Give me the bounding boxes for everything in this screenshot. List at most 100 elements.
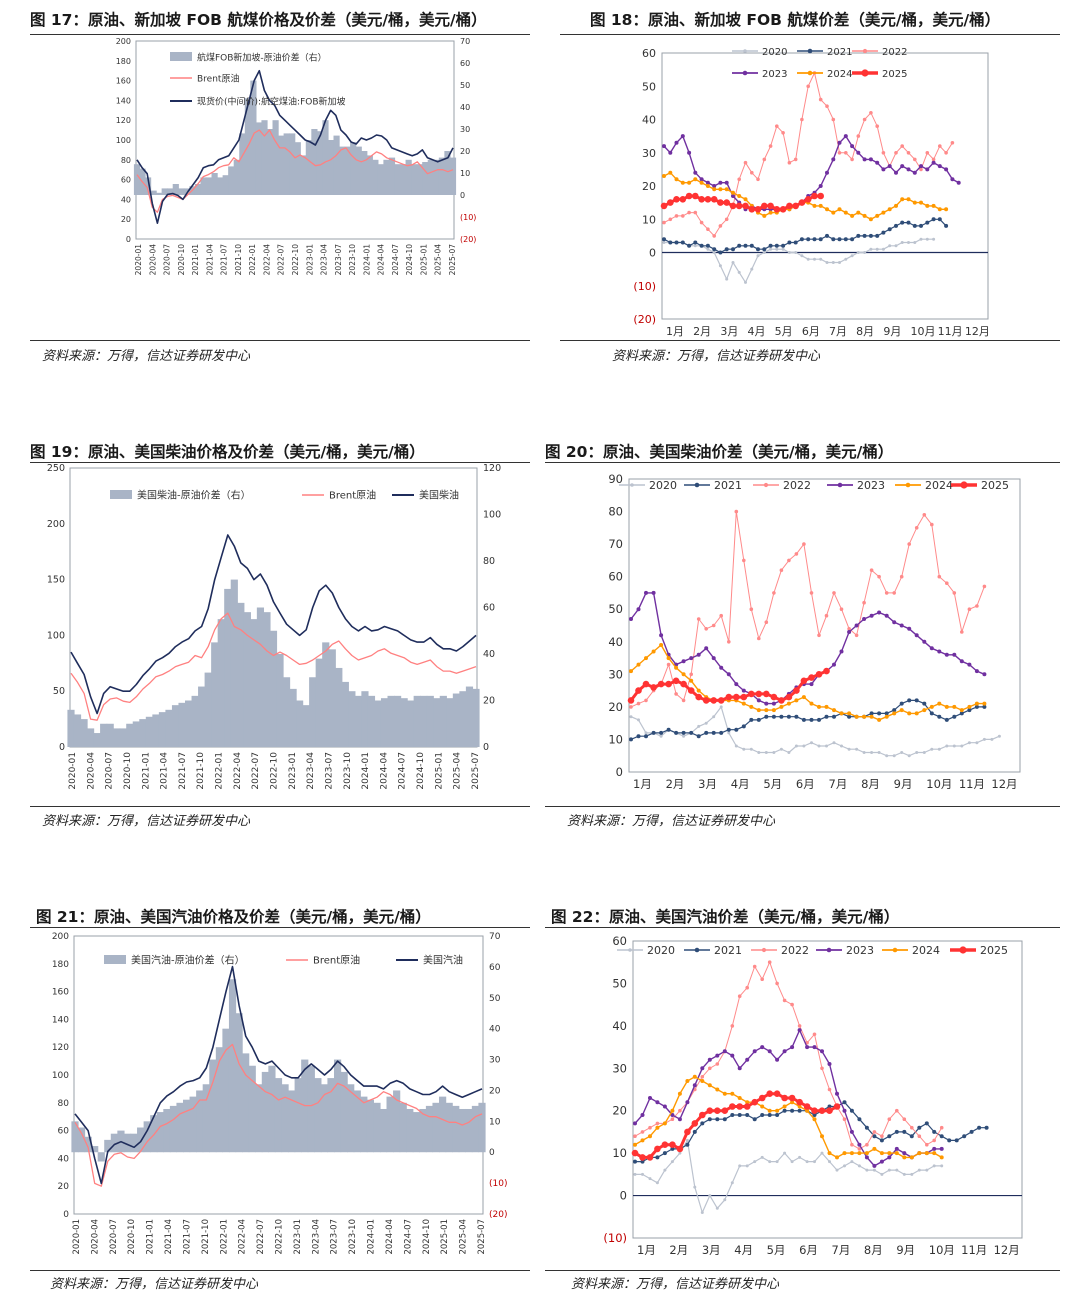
- series-point: [692, 1074, 697, 1079]
- spread-area-segment: [211, 173, 218, 195]
- spread-area-segment: [372, 159, 379, 195]
- series-point: [724, 247, 729, 252]
- legend-label: 美国汽油-原油价差（右）: [131, 954, 245, 967]
- series-point: [887, 1117, 892, 1121]
- series-point: [820, 1049, 824, 1054]
- series-point: [974, 701, 979, 706]
- y2-tick-label: 30: [460, 125, 470, 134]
- series-point: [737, 194, 742, 198]
- x-tick-label: 10月: [911, 325, 936, 338]
- series-point: [734, 509, 739, 514]
- series-point: [857, 1117, 862, 1122]
- legend-marker: [862, 48, 868, 54]
- series-point: [884, 711, 889, 716]
- y-tick-label: 50: [642, 80, 656, 93]
- series-point: [771, 714, 776, 719]
- figure-title: 图 20：原油、美国柴油价差（美元/桶，美元/桶）: [545, 443, 894, 461]
- series-point: [693, 1185, 697, 1189]
- x-tick-label: 2023-01: [305, 244, 314, 276]
- x-tick-label: 2023-04: [306, 752, 316, 790]
- spread-area-segment: [169, 1105, 178, 1153]
- spread-area-segment: [215, 1047, 224, 1153]
- series-point: [681, 214, 685, 218]
- series-point: [762, 251, 766, 254]
- series-point: [783, 1151, 787, 1155]
- series-point: [633, 1142, 637, 1147]
- x-tick-label: 5月: [767, 1243, 786, 1257]
- x-tick-label: 2024-10: [416, 752, 426, 790]
- series-point: [678, 1108, 682, 1113]
- series-point: [960, 630, 964, 634]
- series-point: [771, 708, 776, 713]
- series-point: [644, 731, 648, 735]
- series-point: [655, 1155, 660, 1160]
- series-point: [689, 678, 694, 683]
- series-point: [685, 192, 693, 200]
- series-point: [680, 134, 685, 139]
- series-point: [811, 1107, 818, 1114]
- series-point: [724, 217, 729, 222]
- series-point: [850, 237, 855, 242]
- series-point: [712, 184, 717, 188]
- series-point: [738, 1164, 742, 1168]
- y2-tick-label: 40: [489, 1025, 501, 1035]
- spread-area-segment: [77, 1127, 86, 1153]
- figure-title: 图 19：原油、美国柴油价格及价差（美元/桶，美元/桶）: [30, 443, 425, 461]
- series-point: [899, 701, 904, 706]
- spread-area-segment: [339, 146, 346, 195]
- series-point: [712, 247, 717, 252]
- series-point: [741, 701, 746, 706]
- source-rule: [560, 340, 1060, 341]
- series-point: [984, 1125, 989, 1130]
- series-point: [627, 697, 635, 704]
- series-point: [952, 591, 957, 595]
- series-point: [750, 170, 754, 175]
- y2-tick-label: 60: [483, 603, 495, 614]
- spread-area-segment: [354, 695, 363, 747]
- x-tick-label: 1月: [666, 325, 684, 338]
- series-point: [693, 177, 698, 182]
- series-point: [670, 1108, 675, 1113]
- series-point: [682, 734, 686, 738]
- series-point: [660, 202, 668, 210]
- spread-area-segment: [289, 133, 296, 195]
- series-point: [689, 730, 694, 735]
- spread-area-segment: [100, 723, 108, 747]
- source-note: 资料来源：万得，信达证券研发中心: [612, 349, 821, 364]
- series-point: [922, 639, 927, 644]
- series-point: [932, 1146, 937, 1151]
- series-point: [835, 1155, 839, 1160]
- series-point: [850, 254, 854, 258]
- spread-area-segment: [182, 1099, 191, 1153]
- x-tick-label: 11月: [961, 1243, 987, 1257]
- x-tick-label: 2022-01: [248, 244, 257, 276]
- series-point: [832, 741, 836, 745]
- spread-area-segment: [255, 122, 263, 195]
- series-point: [687, 210, 691, 215]
- series-point: [696, 688, 701, 693]
- figure-18: 图 18：原油、新加坡 FOB 航煤价差（美元/桶，美元/桶） (20) (10)…: [560, 8, 1060, 368]
- spread-area-segment: [144, 177, 152, 195]
- figure-17: 图 17：原油、新加坡 FOB 航煤价格及价差（美元/桶，美元/桶） 0 20 40…: [30, 8, 530, 368]
- spread-area-segment: [412, 1112, 420, 1153]
- series-point: [856, 233, 861, 238]
- spread-area-segment: [399, 1102, 407, 1153]
- series-point: [843, 134, 848, 139]
- y-tick-label: 40: [121, 195, 131, 204]
- x-tick-label: 2023-01: [293, 1219, 303, 1255]
- series-point: [742, 747, 746, 751]
- x-tick-label: 2024-01: [361, 752, 371, 790]
- series-point: [825, 207, 829, 212]
- series-point: [925, 151, 930, 155]
- x-tick-label: 3月: [720, 325, 738, 338]
- series-point: [790, 1045, 795, 1050]
- series-point: [819, 257, 823, 261]
- series-point: [775, 124, 779, 128]
- y-tick-label: 60: [642, 47, 656, 60]
- series-point: [629, 669, 633, 674]
- legend-label: 现货价(中间价):航空煤油:FOB新加坡: [197, 96, 346, 108]
- title-rule: [545, 462, 1060, 463]
- series-point: [875, 213, 880, 218]
- spread-area-segment: [328, 649, 336, 747]
- series-point: [929, 704, 934, 709]
